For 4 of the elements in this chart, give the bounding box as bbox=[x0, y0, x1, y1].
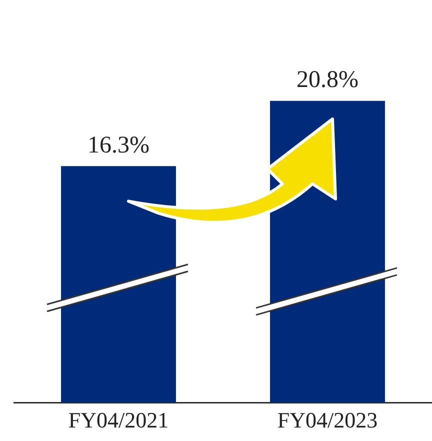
x-tick-label: FY04/2023 bbox=[277, 408, 378, 433]
x-tick-label: FY04/2021 bbox=[68, 408, 169, 433]
data-label: 20.8% bbox=[296, 67, 358, 94]
data-label: 16.3% bbox=[88, 132, 150, 158]
